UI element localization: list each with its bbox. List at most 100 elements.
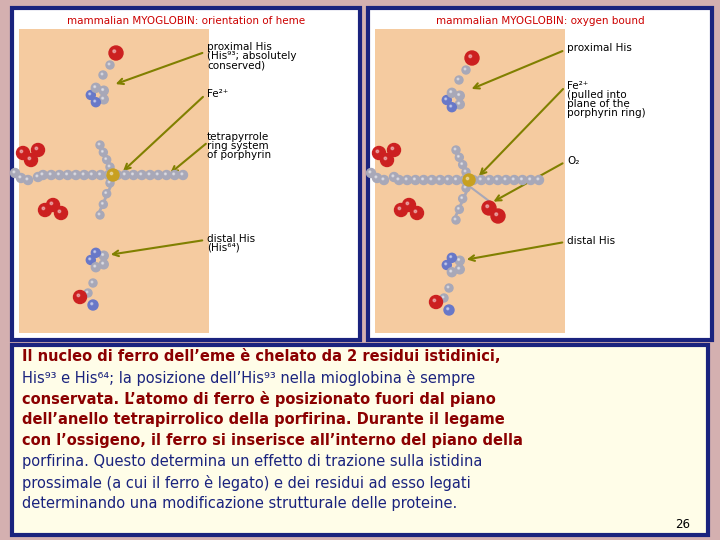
Circle shape <box>395 204 408 217</box>
Circle shape <box>154 171 163 179</box>
Circle shape <box>179 171 187 179</box>
Circle shape <box>510 176 519 185</box>
Circle shape <box>107 173 109 175</box>
Circle shape <box>96 211 104 219</box>
Circle shape <box>447 268 456 276</box>
Text: Fe²⁺: Fe²⁺ <box>567 81 588 91</box>
Circle shape <box>82 173 84 175</box>
Text: His⁹³ e His⁶⁴; la posizione dell’His⁹³ nella mioglobina è sempre: His⁹³ e His⁶⁴; la posizione dell’His⁹³ n… <box>22 370 475 386</box>
Circle shape <box>446 308 449 310</box>
Circle shape <box>444 305 454 315</box>
Circle shape <box>38 204 52 217</box>
Circle shape <box>66 173 68 175</box>
Circle shape <box>13 171 15 173</box>
Circle shape <box>99 251 108 260</box>
Circle shape <box>450 256 451 258</box>
Circle shape <box>447 103 456 112</box>
Circle shape <box>459 194 467 202</box>
Circle shape <box>19 176 21 178</box>
Circle shape <box>512 178 514 180</box>
Circle shape <box>455 100 464 109</box>
Circle shape <box>526 176 535 185</box>
Circle shape <box>419 176 428 185</box>
Circle shape <box>34 172 42 181</box>
Circle shape <box>91 281 93 283</box>
Circle shape <box>464 170 466 172</box>
Circle shape <box>384 157 387 160</box>
Circle shape <box>445 98 446 100</box>
Circle shape <box>452 176 461 185</box>
Text: tetrapyrrole: tetrapyrrole <box>207 132 269 142</box>
Circle shape <box>376 150 379 153</box>
Circle shape <box>447 286 449 288</box>
Circle shape <box>113 50 116 52</box>
Circle shape <box>482 201 496 215</box>
Circle shape <box>390 172 398 181</box>
Circle shape <box>534 176 544 185</box>
Text: ring system: ring system <box>207 141 269 151</box>
Circle shape <box>99 95 108 104</box>
Circle shape <box>98 143 100 145</box>
Circle shape <box>47 199 60 212</box>
Circle shape <box>452 216 460 224</box>
Text: determinando una modificazione strutturale delle proteine.: determinando una modificazione struttura… <box>22 496 457 511</box>
Circle shape <box>96 171 105 179</box>
Circle shape <box>86 255 95 265</box>
Circle shape <box>173 173 174 175</box>
Circle shape <box>42 207 45 210</box>
Circle shape <box>458 93 459 96</box>
Circle shape <box>102 151 103 152</box>
Circle shape <box>55 171 64 179</box>
Text: plane of the: plane of the <box>567 99 630 109</box>
Circle shape <box>94 265 96 267</box>
Circle shape <box>372 146 385 159</box>
Text: conservata. L’atomo di ferro è posizionato fuori dal piano: conservata. L’atomo di ferro è posiziona… <box>22 391 496 407</box>
Circle shape <box>11 168 19 178</box>
Text: conserved): conserved) <box>207 60 265 70</box>
Circle shape <box>98 213 100 215</box>
Text: porfirina. Questo determina un effetto di trazione sulla istidina: porfirina. Questo determina un effetto d… <box>22 454 482 469</box>
Circle shape <box>32 144 45 157</box>
Circle shape <box>445 263 446 265</box>
Circle shape <box>36 175 37 177</box>
Circle shape <box>164 173 166 175</box>
Circle shape <box>380 153 394 166</box>
Circle shape <box>458 259 459 260</box>
Circle shape <box>459 161 467 168</box>
Circle shape <box>480 178 481 180</box>
Circle shape <box>450 270 451 272</box>
Text: (pulled into: (pulled into <box>567 90 626 100</box>
Circle shape <box>455 76 463 84</box>
Circle shape <box>115 173 117 175</box>
Bar <box>12 8 360 340</box>
Bar <box>368 8 712 340</box>
Circle shape <box>145 171 155 179</box>
Circle shape <box>17 173 25 183</box>
Circle shape <box>71 171 81 179</box>
Circle shape <box>387 144 400 157</box>
Circle shape <box>148 173 150 175</box>
Circle shape <box>486 205 489 208</box>
Circle shape <box>102 262 104 264</box>
Circle shape <box>35 147 37 150</box>
Circle shape <box>402 176 412 185</box>
Circle shape <box>391 147 394 150</box>
Circle shape <box>413 178 415 180</box>
Circle shape <box>73 291 86 303</box>
Circle shape <box>24 176 32 185</box>
Circle shape <box>455 256 464 265</box>
Circle shape <box>94 86 96 87</box>
Circle shape <box>447 89 456 97</box>
Circle shape <box>47 171 55 179</box>
Circle shape <box>433 299 436 302</box>
Text: prossimale (a cui il ferro è legato) e dei residui ad esso legati: prossimale (a cui il ferro è legato) e d… <box>22 475 471 491</box>
Circle shape <box>77 294 80 296</box>
Text: 26: 26 <box>675 518 690 531</box>
Circle shape <box>428 176 436 185</box>
Circle shape <box>94 251 96 253</box>
Text: proximal His: proximal His <box>567 43 632 53</box>
Circle shape <box>106 163 114 171</box>
Text: O₂: O₂ <box>567 156 580 166</box>
Circle shape <box>89 279 97 287</box>
Circle shape <box>444 176 453 185</box>
